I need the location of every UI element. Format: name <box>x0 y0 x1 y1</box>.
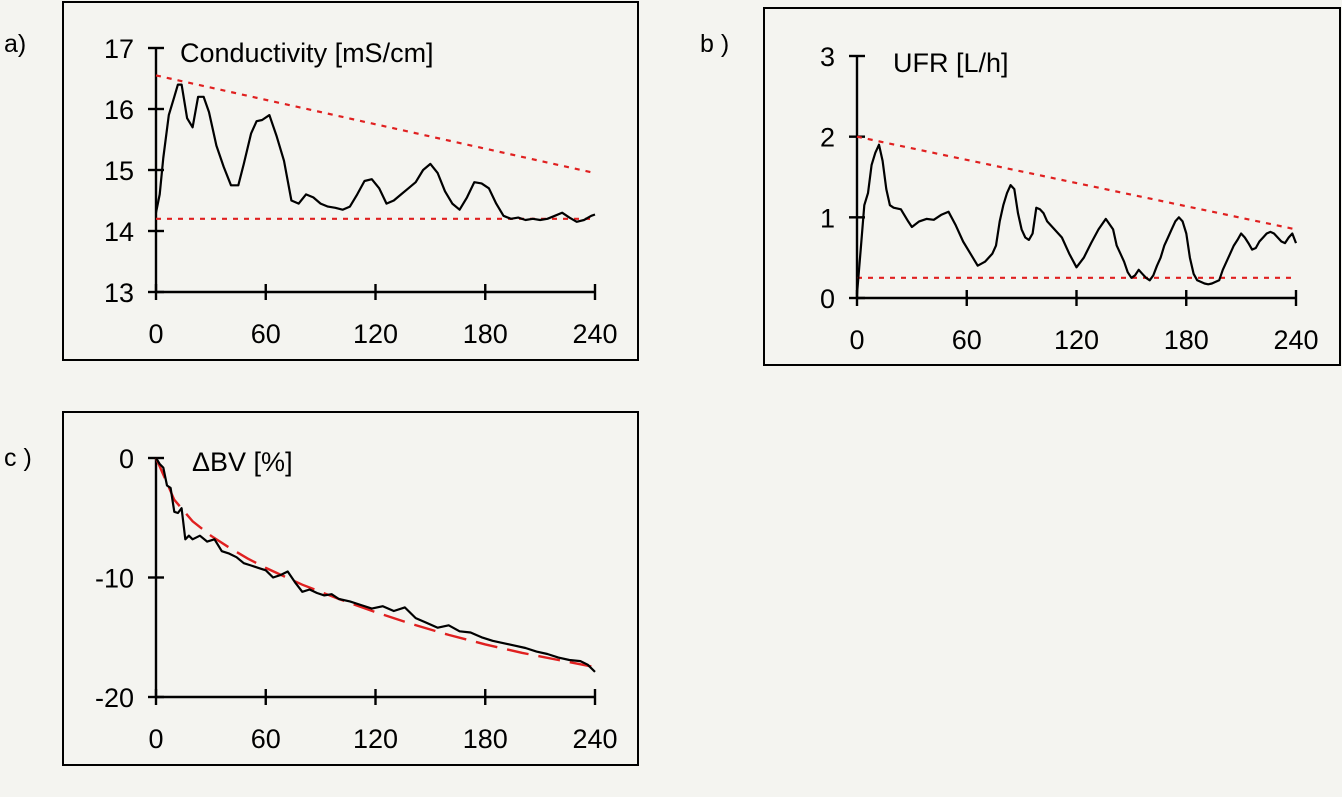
panel-b-x-tick-label: 60 <box>952 325 982 355</box>
panel-c-x-tick-label: 0 <box>148 724 163 754</box>
panel-a-y-tick-label: 16 <box>104 95 134 125</box>
panel-b-title: UFR [L/h] <box>893 48 1009 78</box>
panel-c-label: c ) <box>4 444 32 472</box>
panel-a-series-line <box>154 83 596 223</box>
panel-b-y-tick-label: 3 <box>820 42 835 72</box>
panel-b-x-tick-label: 0 <box>849 325 864 355</box>
panel-b-series-line <box>855 143 1298 295</box>
panel-b-x-tick-label: 180 <box>1164 325 1209 355</box>
panel-a-x-tick-label: 0 <box>148 319 163 349</box>
panel-a-y-tick-label: 17 <box>104 34 134 64</box>
panel-b-y-tick-label: 0 <box>820 284 835 314</box>
panel-c-series-line <box>155 457 596 673</box>
panel-b-label: b ) <box>700 30 729 58</box>
panel-a-y-tick-label: 14 <box>104 217 134 247</box>
panel-c-y-tick-label: -20 <box>95 683 134 713</box>
panel-a-title: Conductivity [mS/cm] <box>180 38 434 68</box>
panel-c-y-tick-label: -10 <box>95 564 134 594</box>
panel-a-y-tick-label: 15 <box>104 156 134 186</box>
panel-b-x-tick-label: 240 <box>1273 325 1318 355</box>
panel-b-y-tick-label: 2 <box>820 123 835 153</box>
panel-a-frame <box>62 1 639 361</box>
panel-c-frame <box>62 411 639 766</box>
panel-c-x-tick-label: 120 <box>353 724 398 754</box>
panel-c-y-tick-label: 0 <box>119 444 134 474</box>
panel-b-reference-line-1 <box>856 135 1297 231</box>
panel-a-x-tick-label: 120 <box>353 319 398 349</box>
panel-c-reference-line-1 <box>154 457 596 669</box>
panel-a-x-tick-label: 240 <box>572 319 617 349</box>
panel-b-frame <box>763 7 1341 366</box>
panel-c-x-tick-label: 240 <box>572 724 617 754</box>
panel-c-x-tick-label: 60 <box>251 724 281 754</box>
panel-a-y-tick-label: 13 <box>104 278 134 308</box>
panel-c-x-tick-label: 180 <box>463 724 508 754</box>
panel-a-label: a) <box>4 30 26 58</box>
panel-a-reference-line-1 <box>155 74 596 175</box>
panel-a-x-tick-label: 60 <box>251 319 281 349</box>
panel-b-y-tick-label: 1 <box>820 203 835 233</box>
panel-a-x-tick-label: 180 <box>463 319 508 349</box>
panel-c-title: ΔBV [%] <box>192 447 293 477</box>
panel-b-x-tick-label: 120 <box>1054 325 1099 355</box>
